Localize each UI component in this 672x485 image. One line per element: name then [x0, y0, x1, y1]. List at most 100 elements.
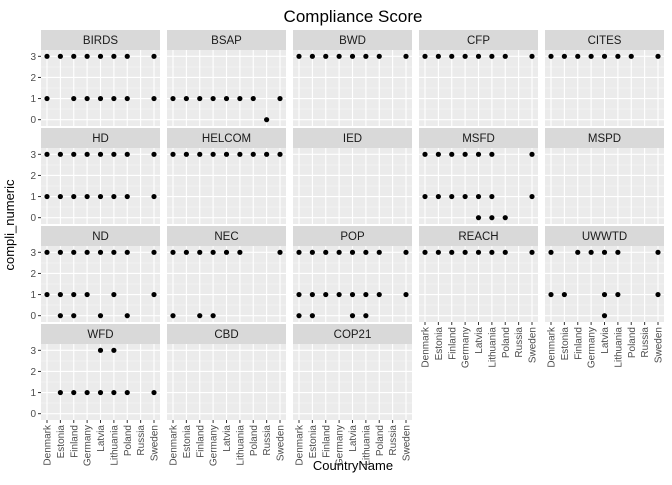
x-tick-label: Finland: [69, 425, 80, 458]
data-point: [449, 249, 455, 255]
data-point: [71, 313, 77, 319]
data-point: [336, 53, 342, 59]
facet-panel-cbd: CBD Denmark Estonia Finland Germany Latvia Lit…: [167, 324, 287, 466]
data-point: [548, 291, 554, 298]
data-point: [124, 151, 130, 157]
x-tick-label: Estonia: [182, 425, 193, 459]
data-point: [151, 193, 157, 200]
x-tick-label: Sweden: [654, 327, 665, 363]
x-tick-label: Latvia: [474, 327, 485, 354]
data-point: [296, 249, 302, 255]
data-point: [250, 95, 256, 102]
data-point: [296, 291, 302, 298]
data-point: [403, 249, 409, 255]
x-tick-label: Poland: [501, 327, 512, 358]
data-point: [97, 151, 104, 157]
x-tick-label: Denmark: [547, 326, 558, 368]
facet-strip: [545, 30, 664, 50]
y-tick-label: 2: [30, 73, 36, 84]
facet-strip-label: MSPD: [588, 133, 621, 145]
data-point: [57, 313, 63, 319]
y-tick-label: 1: [30, 290, 36, 301]
facet-panel-ied: IED: [293, 128, 412, 224]
y-tick-label: 0: [30, 213, 36, 224]
data-point: [529, 151, 535, 157]
y-tick-label: 0: [30, 311, 36, 322]
data-point: [475, 151, 482, 157]
facet-strip: [293, 30, 412, 50]
data-point: [422, 151, 428, 157]
data-point: [111, 53, 117, 59]
data-point: [277, 151, 283, 157]
y-tick-label: 2: [30, 171, 36, 182]
data-point: [44, 53, 50, 59]
y-tick-label: 3: [30, 346, 36, 357]
data-point: [97, 53, 104, 59]
data-point: [435, 53, 441, 59]
data-point: [323, 291, 329, 298]
data-point: [349, 249, 356, 255]
data-point: [462, 249, 468, 255]
data-point: [422, 193, 428, 200]
facet-strip-label: BWD: [339, 35, 366, 47]
data-point: [97, 249, 104, 255]
data-point: [601, 249, 608, 255]
data-point: [475, 53, 482, 59]
data-point: [124, 95, 130, 102]
facet-strip: [41, 226, 160, 246]
data-point: [349, 53, 356, 59]
data-point: [376, 53, 382, 59]
facet-strip-label: CITES: [588, 35, 622, 47]
x-tick-label: Russia: [136, 425, 147, 456]
facet-strip: [41, 30, 160, 50]
facet-strip: [167, 226, 286, 246]
x-axis-label: CountryName: [313, 458, 393, 473]
data-point: [210, 95, 216, 102]
data-point: [57, 291, 63, 298]
data-point: [309, 291, 315, 298]
x-tick-label: Sweden: [276, 425, 287, 461]
data-point: [277, 95, 283, 102]
facet-strip-label: ND: [92, 231, 109, 243]
data-point: [170, 95, 176, 102]
x-tick-label: Denmark: [295, 424, 306, 466]
data-point: [71, 193, 77, 200]
data-point: [84, 151, 90, 157]
data-point: [84, 53, 90, 59]
data-point: [502, 215, 508, 221]
facet-strip: [419, 30, 538, 50]
data-point: [97, 389, 104, 396]
data-point: [151, 389, 157, 396]
facet-strip: [167, 30, 286, 50]
data-point: [84, 389, 90, 396]
data-point: [44, 151, 50, 157]
data-point: [111, 193, 117, 200]
data-point: [197, 249, 203, 255]
x-tick-label: Poland: [627, 327, 638, 358]
facet-panel-helcom: HELCOM: [167, 128, 286, 224]
data-point: [44, 193, 50, 200]
data-point: [71, 53, 77, 59]
facet-panel-cites: CITES: [545, 30, 664, 126]
facet-panel-nec: NEC: [167, 226, 286, 322]
data-point: [170, 313, 176, 319]
data-point: [655, 53, 661, 59]
data-point: [309, 313, 315, 319]
data-point: [277, 249, 283, 255]
data-point: [57, 249, 63, 255]
data-point: [151, 95, 157, 102]
x-tick-label: Sweden: [528, 327, 539, 363]
x-tick-label: Latvia: [348, 425, 359, 452]
data-point: [628, 53, 634, 59]
data-point: [151, 53, 157, 59]
data-point: [529, 53, 535, 59]
x-tick-label: Germany: [461, 327, 472, 368]
x-tick-label: Denmark: [43, 424, 54, 466]
data-point: [323, 249, 329, 255]
data-point: [124, 313, 130, 319]
data-point: [124, 53, 130, 59]
data-point: [435, 151, 441, 157]
facet-panel-wfd: WFD 0 1 2 3 Denmark Estonia Finland Germany Latvi…: [30, 324, 161, 466]
